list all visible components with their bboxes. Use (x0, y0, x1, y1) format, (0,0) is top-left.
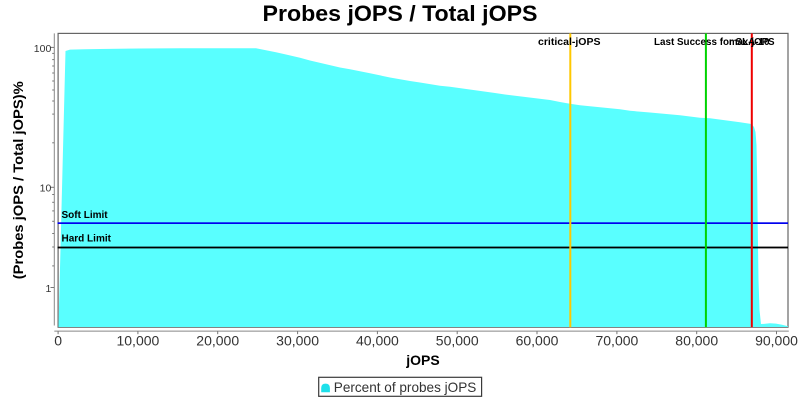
svg-text:90,000: 90,000 (755, 333, 798, 349)
svg-text:Percent of probes jOPS: Percent of probes jOPS (334, 379, 477, 395)
svg-text:(Probes jOPS / Total jOPS)%: (Probes jOPS / Total jOPS)% (10, 81, 26, 280)
svg-text:100: 100 (34, 43, 52, 55)
svg-text:20,000: 20,000 (196, 333, 239, 349)
svg-text:jOPS: jOPS (405, 352, 439, 368)
svg-text:40,000: 40,000 (356, 333, 399, 349)
svg-text:Hard Limit: Hard Limit (62, 233, 112, 244)
svg-text:0: 0 (54, 333, 62, 349)
svg-text:50,000: 50,000 (436, 333, 479, 349)
svg-text:Probes jOPS / Total jOPS: Probes jOPS / Total jOPS (263, 1, 538, 26)
svg-text:60,000: 60,000 (516, 333, 559, 349)
svg-text:Soft Limit: Soft Limit (62, 210, 109, 221)
svg-text:70,000: 70,000 (595, 333, 638, 349)
svg-text:max-jOPS: max-jOPS (729, 36, 775, 48)
svg-text:Last Success for SLA-10: Last Success for SLA-10 (654, 36, 770, 48)
svg-text:1: 1 (45, 283, 51, 295)
svg-text:critical-jOPS: critical-jOPS (538, 36, 601, 48)
svg-text:30,000: 30,000 (276, 333, 319, 349)
svg-text:10: 10 (40, 183, 52, 195)
svg-text:10,000: 10,000 (116, 333, 159, 349)
svg-text:80,000: 80,000 (675, 333, 718, 349)
